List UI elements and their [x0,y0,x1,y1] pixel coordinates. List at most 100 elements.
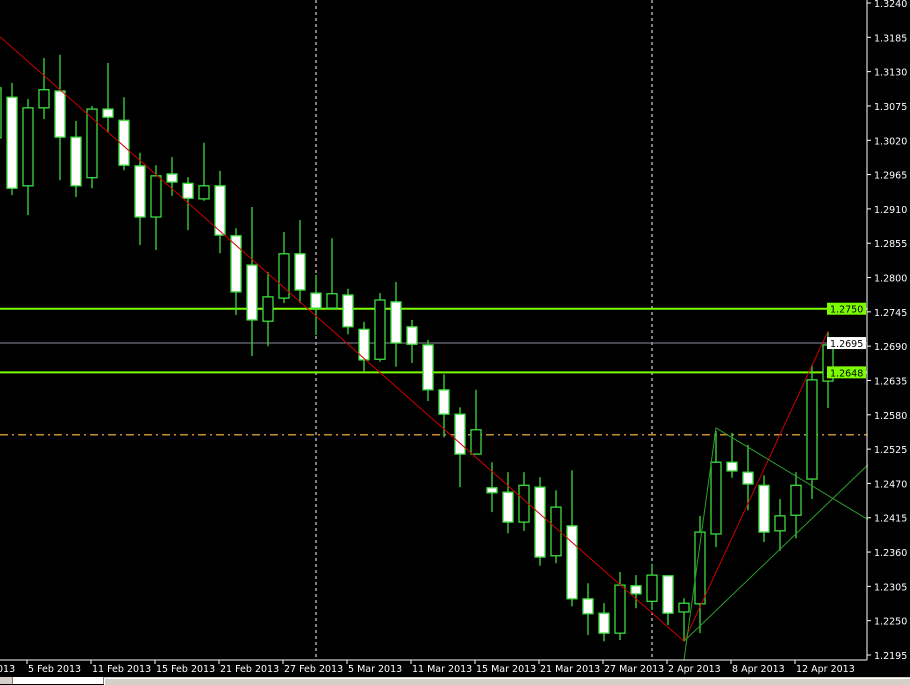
candle-body-bull [614,584,626,634]
level-price-label: 1.2648 [830,368,863,379]
candle-body-bear [438,389,450,415]
candle-body-bear [310,292,322,309]
time-tick-label: 27 Feb 2013 [284,664,343,675]
price-tick-label: 1.3130 [874,68,907,79]
candle-body-bear [166,173,178,183]
price-tick-label: 1.2250 [874,617,907,628]
price-tick-label: 1.2690 [874,342,907,353]
candle-body-bull [326,293,338,309]
price-tick-label: 1.3075 [874,102,907,113]
candle-body-bear [214,185,226,236]
candle-body-bear [454,413,466,455]
price-tick-label: 1.2580 [874,411,907,422]
candle-body-bear [582,598,594,615]
candle-body-bull [22,107,34,187]
candle-body-bear [358,328,370,361]
trendline [683,464,869,642]
candle-body-bear [598,612,610,634]
chart-tab[interactable] [12,677,104,684]
price-tick-label: 1.2635 [874,376,907,387]
time-tick-label: 013 [0,664,15,675]
price-tick-label: 1.2745 [874,308,907,319]
level-price-label: 1.2750 [830,305,863,316]
time-tick-label: 2 Apr 2013 [668,664,721,675]
time-tick-label: 11 Feb 2013 [92,664,151,675]
candle-body-bear [182,182,194,199]
time-tick-label: 15 Feb 2013 [156,664,215,675]
price-tick-label: 1.2965 [874,171,907,182]
current-price-label: 1.2695 [830,339,863,350]
candle-body-bull [790,484,802,516]
price-tick-label: 1.3020 [874,136,907,147]
candle-body-bear [534,486,546,558]
candle-body-bull [470,429,482,455]
candle-body-bear [486,487,498,494]
time-tick-label: 5 Mar 2013 [348,664,402,675]
candle-body-bull [518,484,530,523]
price-tick-label: 1.2360 [874,548,907,559]
candle-body-bull [710,461,722,535]
time-tick-label: 8 Apr 2013 [732,664,785,675]
candle-body-bear [70,136,82,187]
trendlines[interactable] [0,36,869,661]
candle-body-bull [550,506,562,557]
candle-body-bull [262,296,274,322]
candle-body-bear [342,294,354,328]
candles [0,54,834,642]
time-tick-label: 27 Mar 2013 [604,664,664,675]
price-tick-label: 1.2305 [874,582,907,593]
price-tick-label: 1.3185 [874,33,907,44]
time-tick-label: 5 Feb 2013 [28,664,81,675]
time-tick-label: 21 Feb 2013 [220,664,279,675]
candle-body-bear [134,165,146,218]
candle-body-bear [630,585,642,595]
candle-body-bull [806,379,818,480]
candle-body-bull [678,602,690,613]
price-axis: 1.3240 1.3185 1.3130 1.3075 1.3020 1.2965 1.29… [867,0,907,662]
level-price-label-bg [827,302,866,315]
candle-body-bear [118,119,130,166]
price-tick-label: 1.2415 [874,514,907,525]
price-tick-label: 1.2855 [874,239,907,250]
candle-body-bear [102,108,114,118]
candle-body-bull [774,515,786,532]
candle-body-bull [694,531,706,605]
current-price-label-bg [827,337,866,350]
price-tick-label: 1.2195 [874,651,907,662]
candle-body-bear [502,491,514,523]
candle-body-bear [54,90,66,138]
candle-body-bull [150,175,162,218]
time-tick-label: 21 Mar 2013 [540,664,600,675]
candle-body-bull [646,574,658,602]
time-tick-label: 12 Apr 2013 [796,664,855,675]
candle-body-bear [230,235,242,293]
horizontal-scrollbar[interactable] [104,678,910,685]
candle-body-bear [390,301,402,344]
time-axis: 013 5 Feb 2013 11 Feb 2013 15 Feb 2013 21 Fe… [0,660,855,675]
time-tick-label: 11 Mar 2013 [412,664,472,675]
trendline [683,427,869,661]
candle-body-bear [6,96,18,189]
level-price-label-bg [827,366,866,379]
price-tick-label: 1.2470 [874,479,907,490]
price-tick-label: 1.2800 [874,274,907,285]
candle-body-bear [422,344,434,391]
candle-body-bull [198,185,210,200]
candle-body-bear [758,484,770,533]
candle-body-bear [246,264,258,321]
price-tick-label: 1.2525 [874,445,907,456]
candle-body-bear [406,326,418,345]
price-tick-label: 1.3240 [874,0,907,10]
candle-body-bear [566,525,578,600]
candle-body-bear [294,253,306,291]
candle-body-bull [374,299,386,360]
candle-body-bull [38,89,50,109]
time-tick-label: 15 Mar 2013 [476,664,536,675]
price-tick-label: 1.2910 [874,205,907,216]
candle-body-bear [742,471,754,485]
candle-body-bear [726,461,738,472]
candle-body-bull [278,253,290,299]
level-labels: 1.2695 1.2750 1.2648 [827,302,866,379]
